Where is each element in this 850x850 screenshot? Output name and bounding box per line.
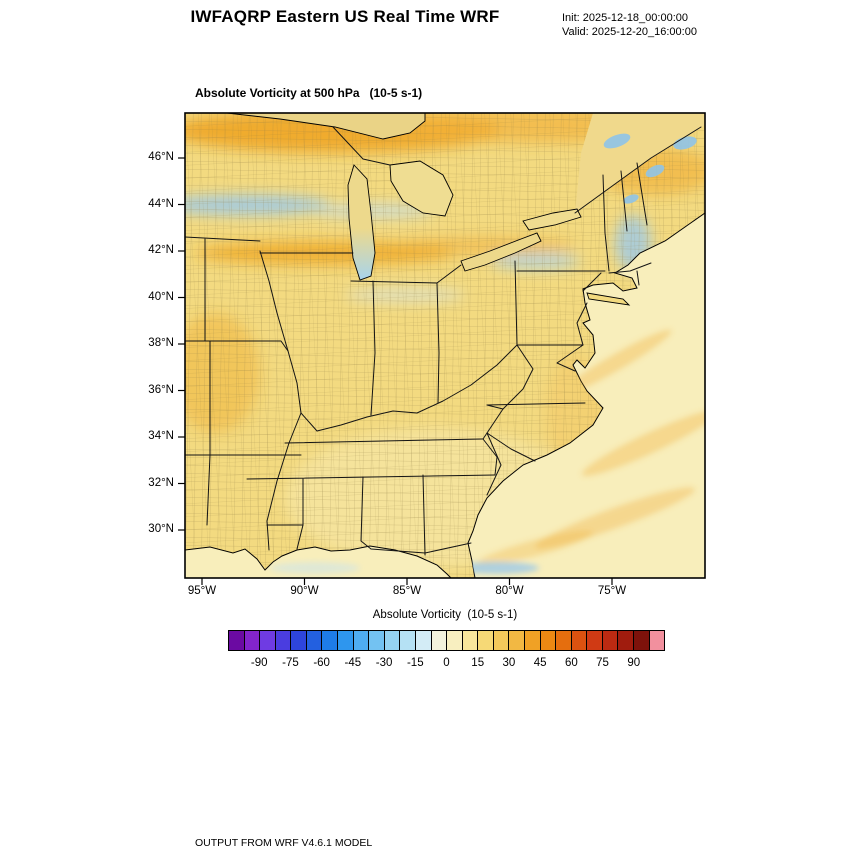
colorbar-cell xyxy=(539,631,556,650)
colorbar-cell xyxy=(259,631,275,650)
lat-tick-label: 36°N xyxy=(148,383,174,396)
colorbar-cell xyxy=(523,631,540,650)
colorbar-cell xyxy=(305,631,322,650)
colorbar-cell xyxy=(414,631,431,650)
colorbar-cell xyxy=(492,631,509,650)
footer-line1: OUTPUT FROM WRF V4.6.1 MODEL xyxy=(195,837,373,849)
init-time-label: Init: 2025-12-18_00:00:00 xyxy=(562,12,688,24)
colorbar-cell xyxy=(243,631,260,650)
colorbar-cell xyxy=(586,631,602,650)
lon-tick-label: 90°W xyxy=(290,585,319,597)
colorbar-swatches xyxy=(228,630,665,651)
lon-tick-label: 85°W xyxy=(392,585,422,597)
colorbar-ticks: -90 -75 -60 -45 -30 -15 0 15 30 45 60 75 90 xyxy=(228,657,665,672)
colorbar-tick-label: 60 xyxy=(564,657,578,669)
lake-erie xyxy=(460,232,542,272)
colorbar-cell xyxy=(274,631,291,650)
atlantic-ocean xyxy=(467,212,705,578)
colorbar-cell xyxy=(508,631,524,650)
lat-tick-label: 40°N xyxy=(148,290,174,303)
colorbar-tick-label: 0 xyxy=(443,657,450,669)
colorbar-tick-label: 15 xyxy=(471,657,485,669)
map-frame xyxy=(184,112,706,579)
footer: OUTPUT FROM WRF V4.6.1 MODEL WE = 310 ; … xyxy=(195,808,608,850)
map-svg xyxy=(178,112,706,585)
colorbar-cell xyxy=(648,631,665,650)
colorbar-cell xyxy=(430,631,447,650)
colorbar-tick-label: -75 xyxy=(282,657,299,669)
colorbar-tick-label: -30 xyxy=(375,657,393,669)
lon-axis: 95°W 90°W 85°W 80°W 75°W xyxy=(185,585,705,601)
valid-time-label: Valid: 2025-12-20_16:00:00 xyxy=(562,26,697,38)
lake-superior xyxy=(226,113,426,140)
lat-axis: 46°N 44°N 42°N 40°N 38°N 36°N 34°N 32°N 30°N xyxy=(128,113,178,578)
colorbar-tick-label: 45 xyxy=(533,657,547,669)
colorbar-cell xyxy=(229,631,244,650)
colorbar-label: Absolute Vorticity (10-5 s-1) xyxy=(372,609,518,621)
colorbar-cell xyxy=(290,631,306,650)
colorbar-tick-label: -45 xyxy=(344,657,362,669)
colorbar-cell xyxy=(633,631,649,650)
colorbar-cell xyxy=(617,631,634,650)
colorbar-tick-label: -60 xyxy=(313,657,330,669)
canada-lakes xyxy=(603,133,697,204)
lat-tick-label: 44°N xyxy=(148,197,174,210)
colorbar-cell xyxy=(601,631,618,650)
colorbar-cell xyxy=(383,631,400,650)
lake-michigan xyxy=(347,164,376,281)
map xyxy=(178,112,706,585)
state-boundaries xyxy=(185,126,702,556)
lon-tick-label: 75°W xyxy=(597,585,627,597)
lat-tick-label: 38°N xyxy=(148,337,174,349)
long-island xyxy=(586,292,631,306)
lat-tick-label: 42°N xyxy=(148,244,174,256)
colorbar-cell xyxy=(352,631,369,650)
plot-title: Absolute Vorticity at 500 hPa (10-5 s-1) xyxy=(195,86,423,100)
gulf-of-mexico xyxy=(185,545,452,578)
canada-region xyxy=(575,113,705,213)
colorbar-tick-label: 30 xyxy=(502,657,516,669)
page-title: IWFAQRP Eastern US Real Time WRF xyxy=(190,7,500,26)
colorbar-cell xyxy=(321,631,338,650)
lat-tick-label: 34°N xyxy=(148,430,174,442)
colorbar-cell xyxy=(368,631,384,650)
colorbar-tick-label: 75 xyxy=(596,657,609,669)
lake-huron xyxy=(389,160,454,217)
lat-tick-label: 46°N xyxy=(148,151,174,163)
colorbar-cell xyxy=(555,631,571,650)
colorbar-tick-label: 90 xyxy=(627,657,641,669)
colorbar-cell xyxy=(477,631,493,650)
colorbar-cell xyxy=(399,631,415,650)
colorbar-cell xyxy=(446,631,462,650)
colorbar-tick-label: -15 xyxy=(406,657,424,669)
ocean-streaks xyxy=(270,329,705,574)
colorbar-tick-label: -90 xyxy=(250,657,268,669)
colorbar-cell xyxy=(570,631,587,650)
lon-tick-label: 95°W xyxy=(187,585,217,597)
colorbar-cell xyxy=(461,631,478,650)
lon-tick-label: 80°W xyxy=(495,585,524,597)
run-info: Init: 2025-12-18_00:00:00 Valid: 2025-12… xyxy=(562,11,697,39)
lat-tick-label: 30°N xyxy=(148,523,174,535)
lake-ontario xyxy=(522,208,582,231)
lat-tick-label: 32°N xyxy=(148,476,174,489)
colorbar-cell xyxy=(337,631,353,650)
